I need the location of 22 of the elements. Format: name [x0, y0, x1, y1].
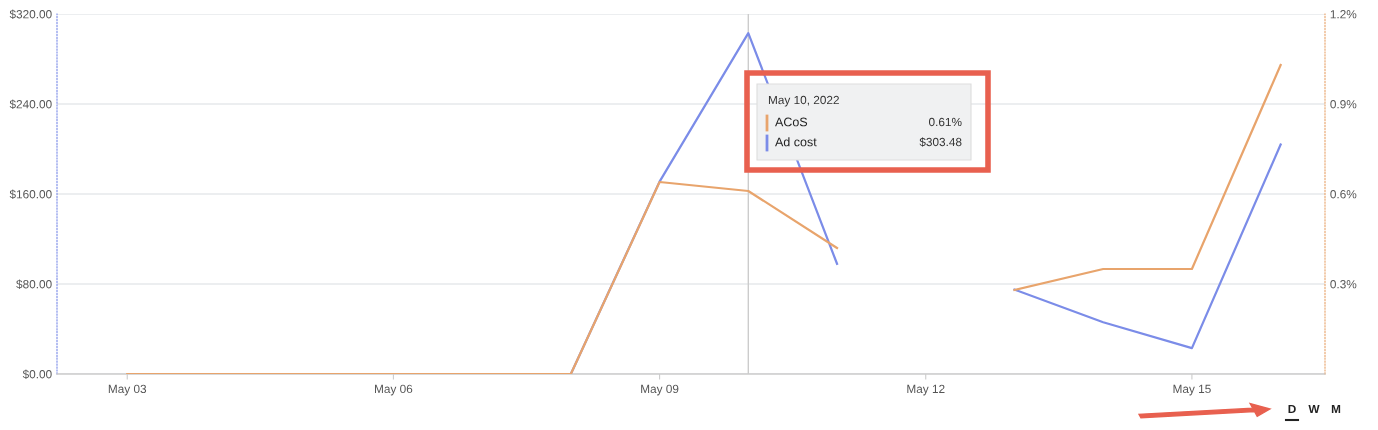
y-tick-label: $0.00: [22, 369, 52, 380]
legend-label: ACoS: [775, 117, 808, 127]
text: M: [1331, 404, 1341, 414]
x-tick-label: May 12: [907, 384, 945, 396]
y-tick-label: $80.00: [16, 279, 52, 290]
y-tick-label: $160.00: [9, 189, 52, 200]
annotation: 0.61%: [928, 117, 962, 127]
annotation: May 10, 2022: [768, 95, 839, 107]
legend-label: Ad cost: [775, 137, 817, 147]
x-tick-label: May 06: [375, 384, 413, 396]
text: D: [1288, 404, 1296, 414]
y2-tick-label: 0.9%: [1330, 100, 1357, 109]
y-tick-label: $240.00: [9, 99, 52, 110]
x-tick-label: May 15: [1173, 384, 1211, 396]
text: W: [1308, 404, 1320, 414]
x-tick-label: May 09: [641, 384, 679, 396]
y2-tick-label: 0.3%: [1330, 280, 1357, 289]
y-tick-label: $320.00: [9, 9, 52, 20]
y2-tick-label: 0.6%: [1330, 190, 1357, 199]
annotation: $303.48: [919, 137, 962, 147]
y2-tick-label: 1.2%: [1330, 10, 1357, 19]
x-tick-label: May 03: [108, 384, 147, 396]
